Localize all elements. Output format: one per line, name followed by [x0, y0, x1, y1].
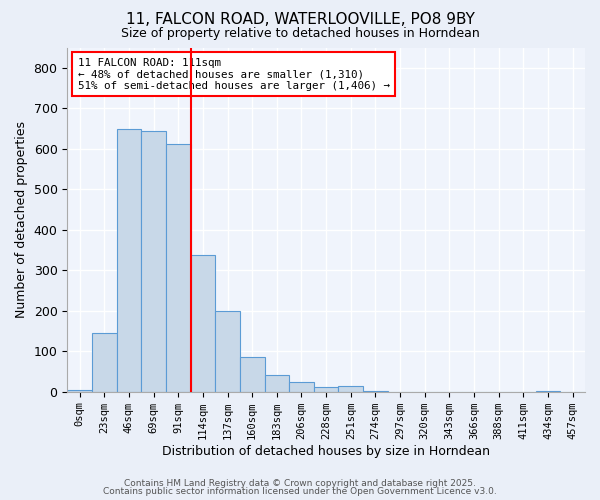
Bar	[314, 387, 338, 392]
Bar	[92, 333, 116, 392]
Bar	[67, 390, 92, 392]
Bar	[166, 144, 191, 392]
Bar	[338, 386, 363, 392]
Bar	[363, 390, 388, 392]
Bar	[536, 390, 560, 392]
Bar	[240, 357, 265, 392]
Bar	[191, 255, 215, 392]
Bar	[265, 374, 289, 392]
Y-axis label: Number of detached properties: Number of detached properties	[15, 121, 28, 318]
Text: 11 FALCON ROAD: 111sqm
← 48% of detached houses are smaller (1,310)
51% of semi-: 11 FALCON ROAD: 111sqm ← 48% of detached…	[77, 58, 389, 91]
Bar	[116, 130, 141, 392]
Text: Contains public sector information licensed under the Open Government Licence v3: Contains public sector information licen…	[103, 487, 497, 496]
Bar	[215, 310, 240, 392]
Bar	[141, 132, 166, 392]
X-axis label: Distribution of detached houses by size in Horndean: Distribution of detached houses by size …	[162, 444, 490, 458]
Text: 11, FALCON ROAD, WATERLOOVILLE, PO8 9BY: 11, FALCON ROAD, WATERLOOVILLE, PO8 9BY	[125, 12, 475, 28]
Text: Contains HM Land Registry data © Crown copyright and database right 2025.: Contains HM Land Registry data © Crown c…	[124, 478, 476, 488]
Text: Size of property relative to detached houses in Horndean: Size of property relative to detached ho…	[121, 28, 479, 40]
Bar	[289, 382, 314, 392]
